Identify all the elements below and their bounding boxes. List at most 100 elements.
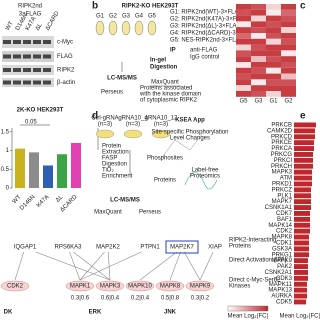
column-label: G3: [254, 99, 263, 105]
band: [33, 40, 41, 44]
bar: [294, 146, 314, 151]
kinase: MAPK13: [268, 288, 292, 294]
heat-cell: [236, 67, 251, 74]
x-tick-label: ΔL: [55, 194, 65, 204]
node: [155, 280, 185, 292]
heat-cell: [236, 91, 251, 97]
heat-cell: [266, 91, 281, 97]
heat-cell: [236, 73, 251, 80]
kinase: GSK3A: [272, 246, 292, 252]
heat-cell: [236, 50, 251, 57]
score: 0.5|0.8: [161, 296, 180, 302]
bottom-node: MAPK1: [70, 284, 91, 290]
lane-label: ΔL: [35, 22, 44, 32]
bar: [294, 275, 308, 281]
step: Protein: [102, 144, 121, 150]
top-node: IQGAP1: [14, 245, 37, 251]
node: [167, 242, 197, 252]
heat-cell: [266, 4, 281, 10]
column-label: G1: [269, 99, 278, 105]
node: [0, 280, 30, 292]
kinase: BAF1: [277, 217, 293, 223]
x-tick-label: D146N: [19, 194, 36, 211]
bar: [294, 175, 312, 181]
bar: [294, 281, 307, 287]
heat-cell: [266, 85, 281, 91]
bar: [294, 246, 309, 252]
band: [13, 80, 21, 85]
band: [23, 80, 31, 85]
heat-cell: [251, 73, 266, 80]
heat-cell: [266, 62, 281, 68]
heat-cell: [236, 85, 251, 91]
result: of cytoplasmic RIPK2: [140, 98, 198, 104]
heat-cell: [281, 50, 296, 57]
tube: [147, 20, 157, 36]
band: [43, 40, 51, 44]
heat-cell: [281, 91, 296, 97]
heat-cell: [266, 9, 281, 16]
y-tick-label: 0: [6, 186, 10, 192]
heat-cell: [281, 56, 296, 62]
bar: [294, 169, 312, 175]
kinase: PRKD1: [272, 182, 293, 188]
heat-cell: [251, 33, 266, 39]
bar: [294, 181, 312, 187]
node: [135, 242, 165, 252]
kinase: PRKCI: [274, 158, 293, 164]
kinase: PRKCB: [271, 123, 292, 129]
node: [93, 242, 123, 252]
node: [65, 280, 95, 292]
legend: Direct c-Myc-Ser62: [229, 278, 281, 284]
band: [33, 68, 41, 72]
bar: [294, 193, 311, 199]
heat-cell: [281, 85, 296, 91]
bar: [294, 152, 313, 157]
bar: [294, 128, 315, 134]
heat-cell: [251, 15, 266, 22]
sample: gRNA10_4: [118, 116, 148, 122]
heat-cell: [251, 4, 266, 10]
heat-cell: [266, 67, 281, 74]
group: G1: [96, 14, 105, 20]
bar: [294, 140, 314, 146]
heat-cell: [281, 21, 296, 28]
step: Extraction: [102, 150, 129, 156]
kinase: AURKA: [271, 294, 292, 300]
kinase: MAPK9: [272, 258, 293, 264]
heat-cell: [266, 38, 281, 45]
kinase: PRKCA: [271, 146, 292, 152]
blot-label: c-Myc: [57, 40, 73, 46]
x-label: Mean Log₂(FC): [279, 314, 320, 320]
bar: [294, 270, 308, 275]
heat-cell: [251, 44, 266, 51]
band: [43, 68, 51, 72]
kinase: CSNK1A1: [265, 205, 293, 211]
kinase: MAPK8: [272, 235, 293, 241]
heat-cell: [266, 73, 281, 80]
heat-cell: [281, 38, 296, 45]
band: [13, 54, 21, 59]
kinase: CDK5: [276, 300, 293, 306]
colorbar: [227, 305, 269, 312]
digestion: Digestion: [150, 65, 178, 71]
lfq: Proteomics: [190, 174, 220, 180]
bar: [294, 211, 310, 216]
kinase: PRKCG: [271, 152, 293, 158]
group: G4: [135, 14, 144, 20]
blot-label: FLAG: [57, 54, 73, 60]
tag: 3×FLAG: [19, 12, 42, 18]
bar: [294, 222, 310, 228]
heat-cell: [236, 21, 251, 28]
band: [3, 40, 11, 44]
score: 0.6|0.4: [101, 296, 120, 302]
group-label: ERK: [89, 310, 102, 316]
top-node: MAP2K7: [170, 245, 194, 251]
y-tick-label: 1: [6, 148, 10, 154]
annotation: 0.05: [25, 120, 37, 126]
y-tick-label: 0.5: [1, 167, 10, 173]
bar: [29, 152, 39, 188]
perseus: Perseus: [139, 210, 161, 216]
band: [43, 54, 51, 59]
top-node: XIAP: [208, 245, 222, 251]
